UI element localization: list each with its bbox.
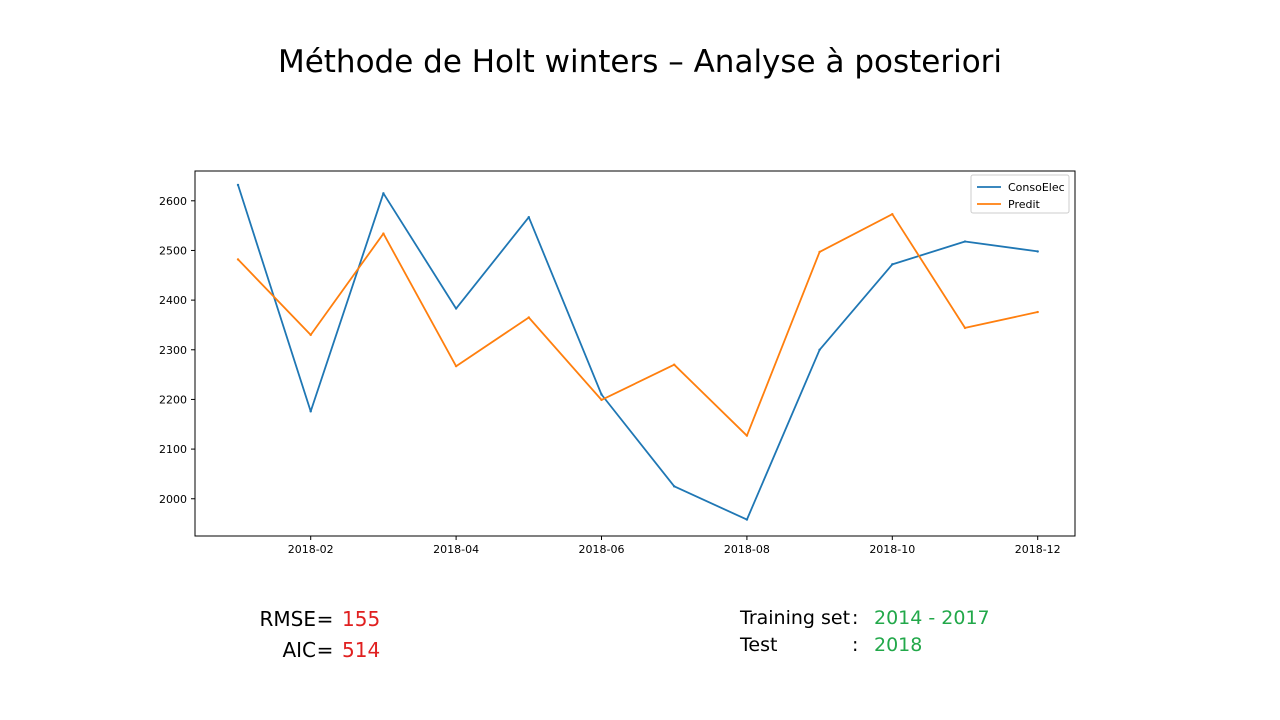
y-tick-label: 2600 bbox=[159, 195, 187, 208]
data-point-consoelec bbox=[673, 485, 676, 488]
data-point-predit bbox=[745, 434, 749, 437]
data-point-consoelec bbox=[818, 348, 821, 351]
training-set-value: 2014 - 2017 bbox=[874, 607, 990, 629]
rmse-equals: = bbox=[316, 607, 334, 631]
y-tick-label: 2000 bbox=[159, 493, 187, 506]
test-set-label: Test bbox=[740, 634, 778, 656]
rmse-label: RMSE bbox=[259, 607, 316, 631]
x-axis: 2018-02 2018-04 2018-06 2018-08 2018-10 2018-… bbox=[288, 536, 1061, 556]
data-point-consoelec bbox=[963, 240, 967, 243]
data-point-predit bbox=[527, 316, 530, 319]
test-set-colon: : bbox=[852, 634, 859, 656]
legend-label: Predit bbox=[1008, 198, 1041, 211]
data-point-predit bbox=[673, 363, 676, 366]
legend-label: ConsoElec bbox=[1008, 181, 1065, 194]
y-tick-label: 2500 bbox=[159, 244, 187, 257]
training-set-colon: : bbox=[852, 607, 859, 629]
data-point-predit bbox=[963, 326, 967, 330]
x-tick-label: 2018-10 bbox=[869, 543, 915, 556]
y-tick-label: 2400 bbox=[159, 294, 187, 307]
data-point-predit bbox=[236, 258, 240, 261]
data-point-predit bbox=[891, 213, 894, 216]
x-tick-label: 2018-02 bbox=[288, 543, 334, 556]
rmse-row: RMSE= 155 bbox=[232, 604, 381, 635]
data-point-consoelec bbox=[745, 518, 749, 521]
y-axis: 2000 2100 2200 2300 2400 2500 2600 bbox=[159, 195, 195, 506]
data-point-consoelec bbox=[309, 410, 312, 413]
data-point-predit bbox=[454, 364, 458, 368]
test-set-row: Test:2018 bbox=[740, 632, 990, 659]
aic-label: AIC bbox=[282, 638, 316, 662]
aic-row: AIC= 514 bbox=[232, 635, 380, 666]
data-point-predit bbox=[1036, 310, 1039, 314]
data-point-predit bbox=[600, 398, 603, 402]
dataset-split-panel: Training set:2014 - 2017 Test:2018 bbox=[740, 605, 990, 659]
data-point-predit bbox=[818, 250, 821, 254]
series-line-predit bbox=[237, 213, 1038, 437]
data-point-consoelec bbox=[891, 263, 894, 266]
data-point-consoelec bbox=[600, 393, 603, 396]
metrics-panel: RMSE= 155 AIC= 514 bbox=[232, 604, 381, 666]
data-point-predit bbox=[309, 333, 312, 337]
legend: ConsoElec Predit bbox=[970, 174, 1070, 214]
aic-equals: = bbox=[316, 638, 334, 662]
data-point-predit bbox=[382, 232, 385, 235]
data-point-consoelec bbox=[454, 307, 458, 310]
slide-title: Méthode de Holt winters – Analyse à post… bbox=[277, 44, 1003, 80]
aic-value: 514 bbox=[342, 638, 381, 662]
data-point-consoelec bbox=[382, 192, 385, 195]
training-set-label: Training set bbox=[740, 607, 851, 629]
data-point-consoelec bbox=[1036, 250, 1039, 253]
x-tick-label: 2018-06 bbox=[579, 543, 625, 556]
training-set-row: Training set:2014 - 2017 bbox=[740, 605, 990, 632]
data-point-consoelec bbox=[236, 183, 240, 187]
data-point-consoelec bbox=[527, 215, 530, 219]
x-tick-label: 2018-04 bbox=[433, 543, 479, 556]
x-tick-label: 2018-12 bbox=[1015, 543, 1061, 556]
y-tick-label: 2100 bbox=[159, 443, 187, 456]
y-tick-label: 2300 bbox=[159, 344, 187, 357]
test-set-value: 2018 bbox=[874, 634, 923, 656]
y-tick-label: 2200 bbox=[159, 393, 187, 406]
series-lines bbox=[236, 183, 1039, 521]
rmse-value: 155 bbox=[342, 607, 381, 631]
x-tick-label: 2018-08 bbox=[724, 543, 770, 556]
plot-frame bbox=[194, 170, 1076, 537]
series-line-consoelec bbox=[237, 184, 1038, 521]
